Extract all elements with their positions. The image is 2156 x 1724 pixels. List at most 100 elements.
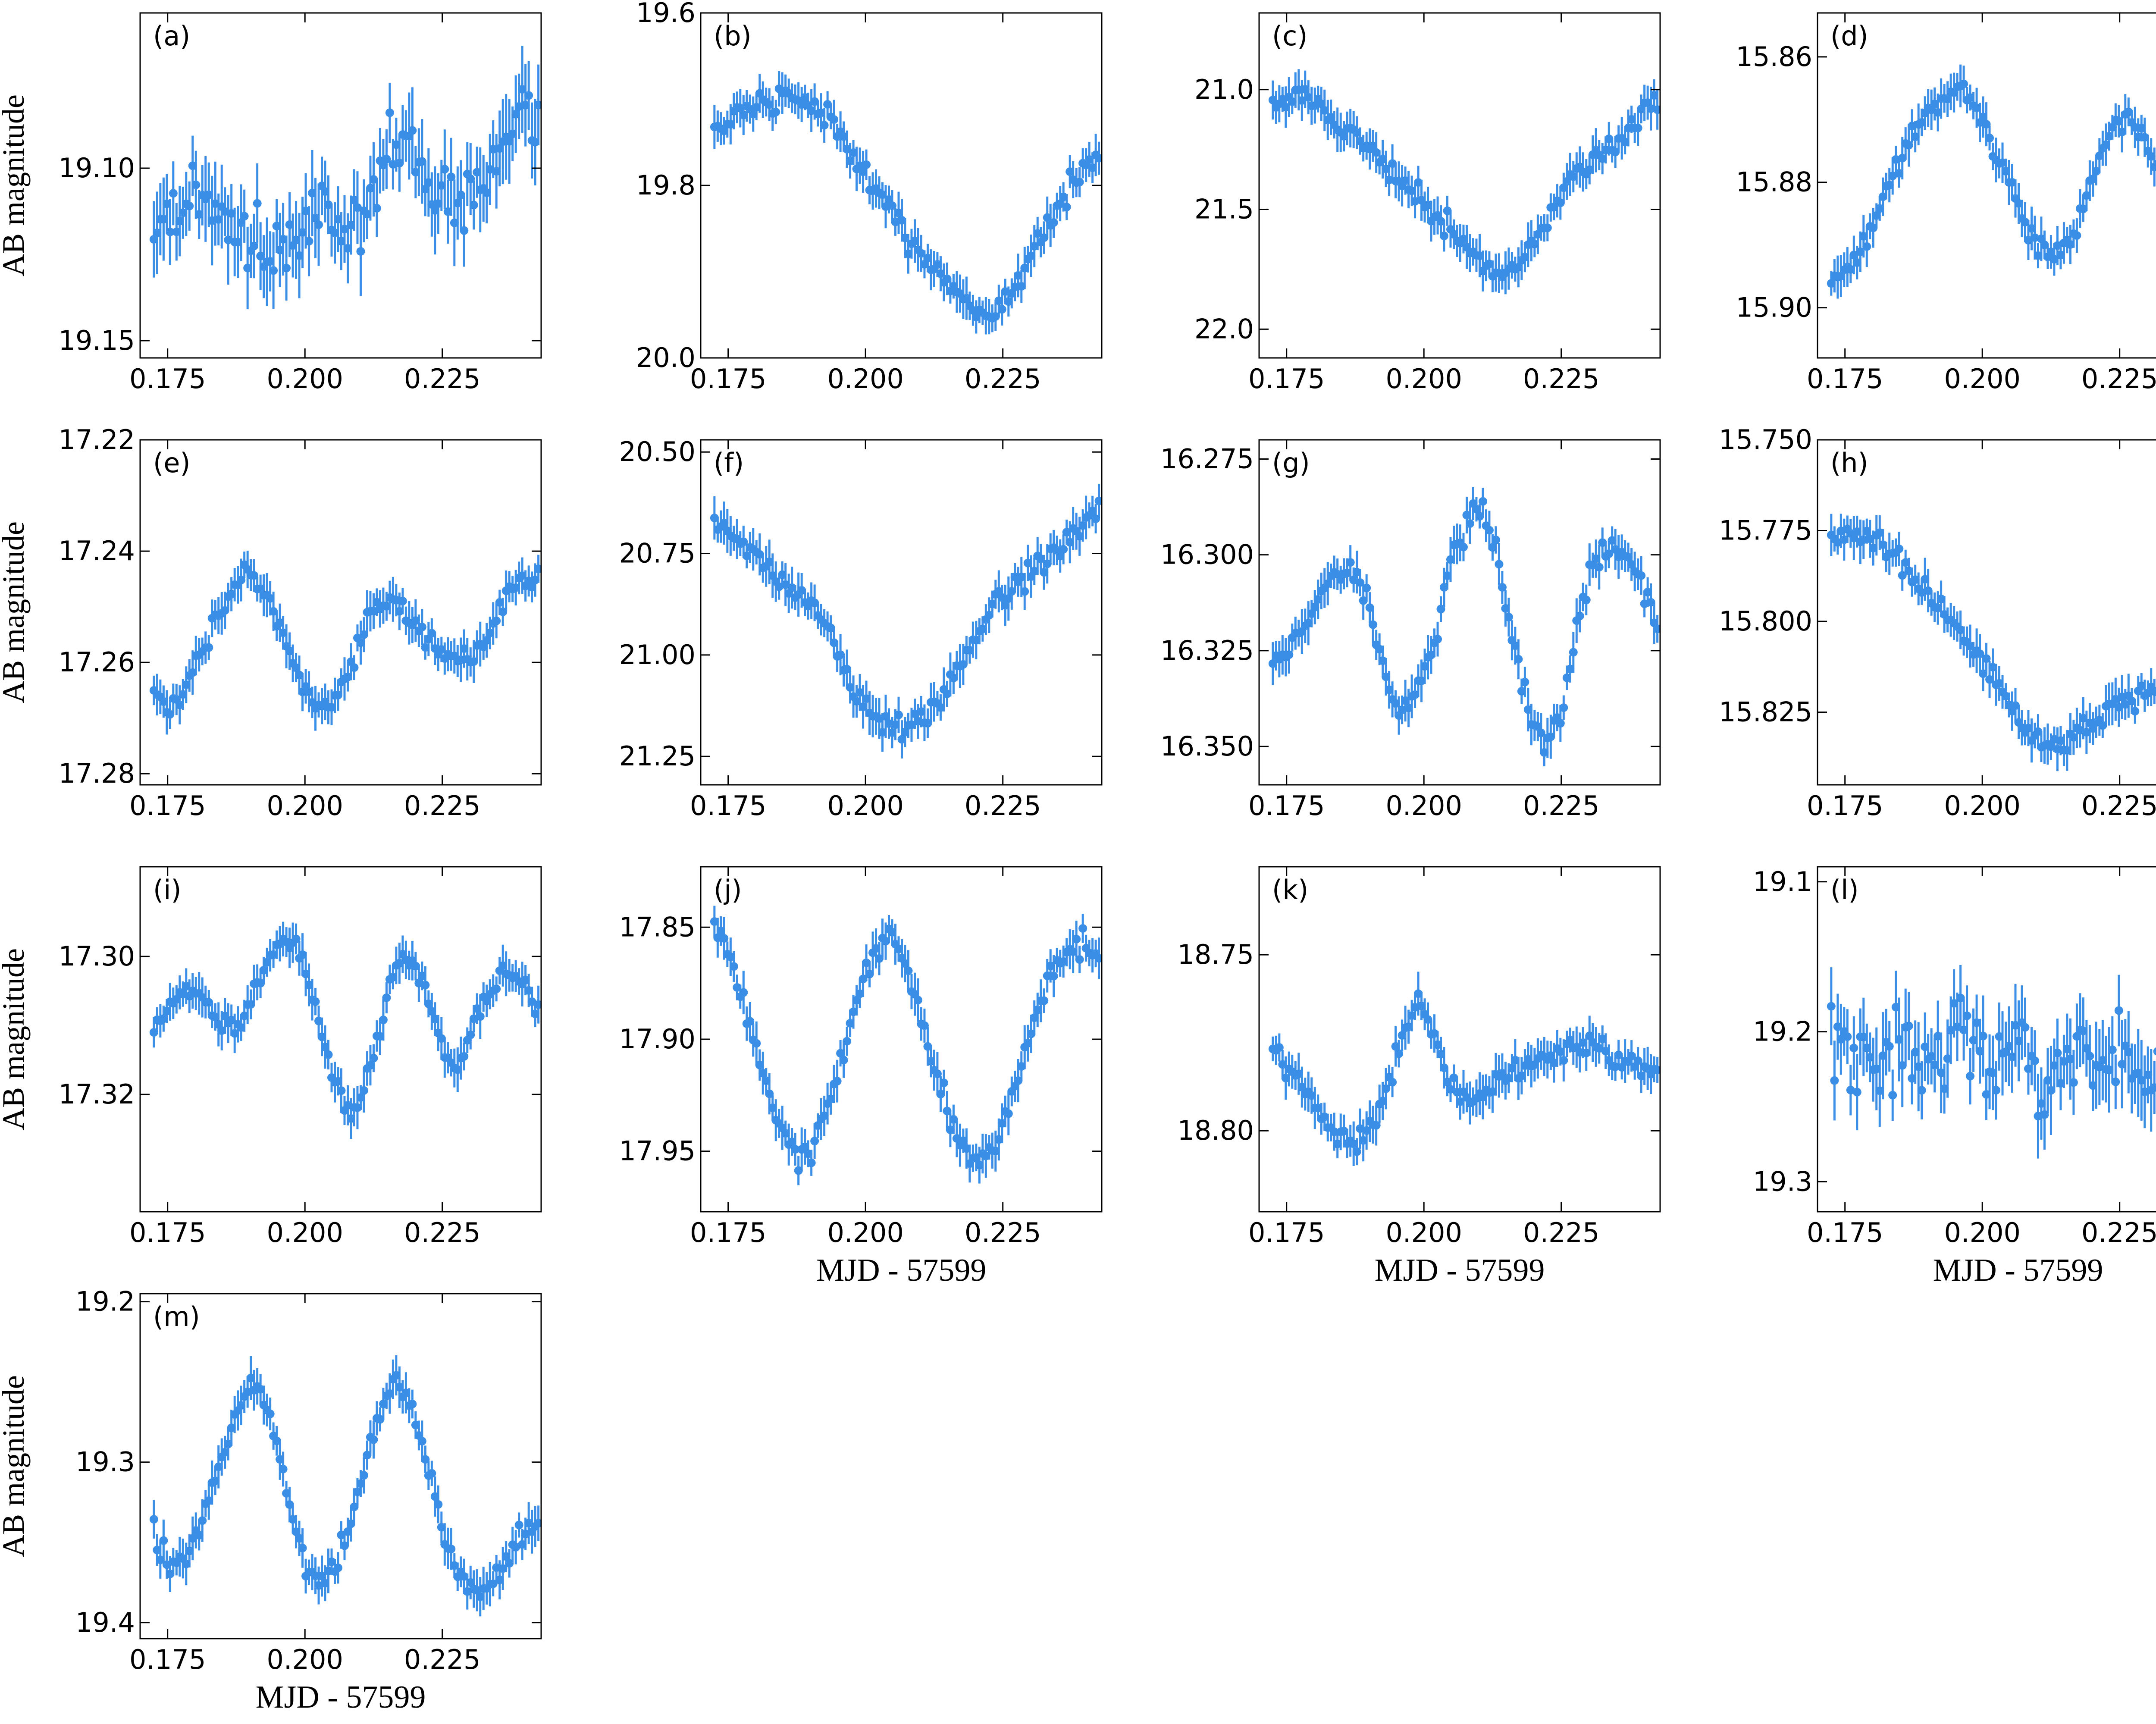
data-point <box>492 984 501 994</box>
y-tick-label: 19.10 <box>59 152 135 184</box>
data-point <box>1362 583 1371 592</box>
data-point <box>1827 1002 1836 1011</box>
data-point <box>1543 223 1552 232</box>
data-point <box>447 1545 456 1554</box>
x-axis-label: MJD - 57599 <box>1375 1253 1545 1288</box>
data-point <box>833 1077 842 1086</box>
y-axis-label: AB magnitude <box>0 948 31 1130</box>
plot-frame <box>1258 12 1661 359</box>
data-point <box>1436 605 1445 614</box>
data-point <box>1440 232 1449 241</box>
data-point <box>1982 654 1991 663</box>
data-point <box>1062 203 1071 212</box>
data-point <box>489 1579 498 1588</box>
y-tick-label: 19.8 <box>636 169 696 201</box>
data-point <box>1004 1109 1013 1118</box>
y-tick-label: 19.6 <box>636 0 696 28</box>
data-point <box>1653 1066 1660 1075</box>
plot-frame <box>1258 439 1661 786</box>
y-tick-label: 17.30 <box>59 940 135 972</box>
panel-e: 0.175 0.200 0.225 17.22 17.24 17.26 17.28 (e) AB… <box>0 424 542 821</box>
x-tick-label: 0.175 <box>129 790 206 821</box>
x-axis-label: MJD - 57599 <box>256 1680 426 1715</box>
data-point <box>2053 1048 2062 1057</box>
panel-label: (k) <box>1272 874 1308 906</box>
data-point <box>771 107 780 116</box>
panel-b: 0.175 0.200 0.225 19.6 19.8 20.0 (b) <box>636 0 1103 395</box>
data-point <box>1094 496 1102 505</box>
panel-label: (c) <box>1272 20 1307 52</box>
x-tick-label: 0.200 <box>1944 790 2021 821</box>
plot-frame <box>139 12 542 359</box>
data-point <box>1556 719 1565 728</box>
data-point <box>282 263 291 273</box>
panel-i: 0.175 0.200 0.225 17.30 17.32 (i) AB magnitude <box>0 866 542 1248</box>
x-tick-label: 0.175 <box>1248 363 1325 395</box>
data-point <box>1575 611 1584 621</box>
y-tick-label: 15.800 <box>1719 605 1812 637</box>
y-tick-label: 16.350 <box>1160 730 1254 762</box>
panel-label: (a) <box>153 20 190 52</box>
data-point <box>408 126 417 135</box>
y-tick-label: 17.32 <box>59 1078 135 1110</box>
y-tick-label: 19.2 <box>75 1286 135 1317</box>
data-point <box>904 966 913 975</box>
data-point <box>888 201 897 210</box>
data-point <box>240 212 249 221</box>
y-tick-label: 19.2 <box>1753 1016 1812 1047</box>
data-point <box>1582 596 1591 605</box>
plot-frame <box>139 866 542 1213</box>
x-tick-label: 0.225 <box>2081 363 2156 395</box>
data-point <box>1849 1044 1858 1053</box>
y-tick-label: 21.25 <box>619 740 696 772</box>
panel-label: (l) <box>1830 874 1859 906</box>
data-point <box>492 616 501 625</box>
data-point <box>1885 1042 1894 1051</box>
data-point <box>408 1400 417 1409</box>
data-point <box>250 241 259 251</box>
data-point <box>359 1471 368 1480</box>
data-point <box>356 247 365 256</box>
data-series <box>149 922 541 1139</box>
data-point <box>1653 105 1660 114</box>
panel-label: (b) <box>714 20 752 52</box>
x-tick-label: 0.225 <box>2081 790 2156 821</box>
data-point <box>1491 536 1500 545</box>
data-point <box>843 1037 852 1046</box>
data-point <box>511 1542 520 1552</box>
data-point <box>2030 233 2039 242</box>
y-tick-label: 22.0 <box>1194 313 1254 345</box>
x-tick-label: 0.225 <box>2081 1217 2156 1248</box>
data-point <box>1498 583 1507 592</box>
data-point <box>1478 497 1487 506</box>
panel-c: 0.175 0.200 0.225 21.0 21.5 22.0 (c) <box>1194 12 1661 395</box>
x-tick-label: 0.200 <box>266 790 343 821</box>
data-point <box>1637 571 1646 580</box>
data-point <box>149 1515 158 1524</box>
x-tick-label: 0.225 <box>1523 1217 1600 1248</box>
panel-a: 0.175 0.200 0.225 19.10 19.15 (a) AB magnitude <box>0 12 542 395</box>
data-point <box>1275 1043 1284 1052</box>
data-point <box>269 266 278 275</box>
y-tick-label: 16.275 <box>1160 443 1254 474</box>
y-tick-label: 21.0 <box>1194 74 1254 105</box>
x-tick-label: 0.175 <box>690 363 767 395</box>
x-tick-label: 0.225 <box>1523 363 1600 395</box>
data-point <box>1395 1049 1404 1058</box>
data-point <box>1569 648 1578 657</box>
data-point <box>2153 688 2156 696</box>
data-point <box>933 1069 942 1078</box>
plot-frame <box>1817 12 2156 359</box>
data-point <box>791 1145 800 1154</box>
data-point <box>1075 955 1084 964</box>
y-tick-label: 20.75 <box>619 538 696 569</box>
panel-label: (e) <box>153 447 191 479</box>
panel-label: (m) <box>153 1301 200 1332</box>
data-point <box>304 237 313 246</box>
data-point <box>534 1519 541 1528</box>
data-point <box>1595 563 1604 572</box>
data-series <box>710 906 1102 1185</box>
data-point <box>1917 1086 1926 1095</box>
data-point <box>369 1435 378 1444</box>
plot-frame <box>139 1293 542 1639</box>
